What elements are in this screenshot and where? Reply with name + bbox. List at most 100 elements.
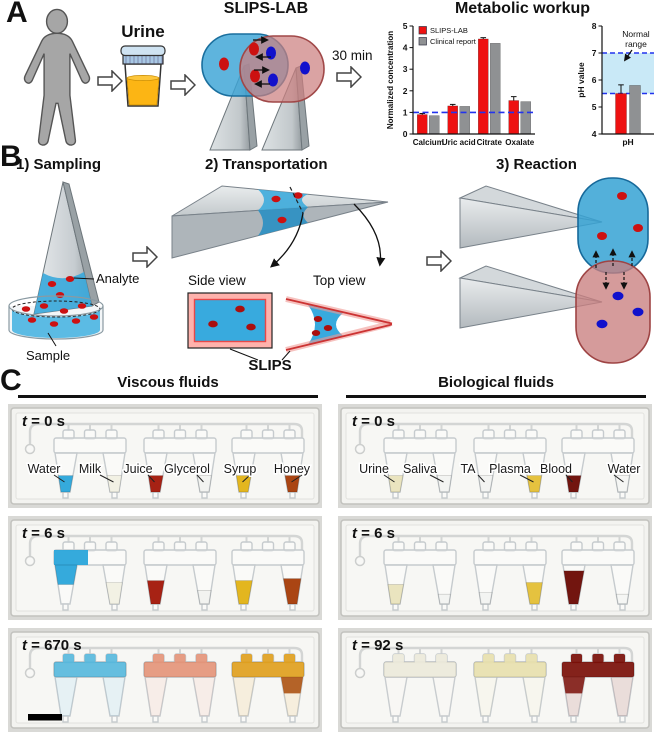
mixed-fluid-bump xyxy=(284,654,295,663)
y-tick-label: 1 xyxy=(403,107,408,117)
mixed-fluid-bump xyxy=(414,654,426,663)
arrow-shape xyxy=(426,250,452,272)
bar xyxy=(429,115,440,135)
mixed-fluid-bump xyxy=(196,654,207,663)
cup-lid xyxy=(120,45,166,65)
transportation-schematic: Side view Top view SLIPS xyxy=(171,185,393,374)
reservoir-cone xyxy=(432,564,456,605)
top-view-arrow xyxy=(353,203,386,267)
reservoir-stem xyxy=(111,491,118,499)
spilled-fluid xyxy=(54,550,88,565)
fluid-streak xyxy=(563,677,585,694)
arrow-right-icon xyxy=(170,74,196,96)
workup-title: Metabolic workup xyxy=(454,0,591,17)
sample-dots xyxy=(21,303,99,327)
photo-biological-t0: Urine Saliva TA Plasma Blood Water t = 0 s xyxy=(338,404,652,508)
bar xyxy=(478,38,489,135)
reaction-chamber xyxy=(473,437,547,454)
fluid-residue xyxy=(523,677,545,716)
reservoir-stem xyxy=(201,603,208,611)
fluid-urine xyxy=(387,584,404,605)
biological-column-title: Biological fluids xyxy=(438,374,554,391)
step-2-title: 2) Transportation xyxy=(205,156,328,173)
mixed-fluid xyxy=(143,661,217,678)
fluid-plasma xyxy=(525,582,543,605)
inlet-port xyxy=(354,667,366,679)
sample-leader-line xyxy=(47,332,57,347)
y-axis-label: pH value xyxy=(576,62,586,98)
fluid-leader-line xyxy=(196,474,204,483)
fluid-water xyxy=(615,593,629,605)
urine-cup xyxy=(120,45,166,107)
arrow-right-icon xyxy=(132,246,158,268)
reservoir-stem xyxy=(619,715,626,723)
reservoir-stem xyxy=(570,491,577,499)
panel-c-label: C xyxy=(0,364,22,397)
reservoir-stem xyxy=(570,603,577,611)
arrow-shape xyxy=(336,66,362,88)
fluid-name-label: Plasma xyxy=(489,462,531,476)
legend-label: Clinical report xyxy=(430,37,477,46)
reservoir-cone xyxy=(192,564,216,605)
side-view-arrow xyxy=(270,212,304,268)
fluid-leader-line xyxy=(429,474,444,483)
slips-leader-line xyxy=(229,348,259,361)
fluid-name-label: Juice xyxy=(123,462,152,476)
fluid-streak xyxy=(281,677,303,694)
reaction-chamber xyxy=(383,437,457,454)
reservoir-cone xyxy=(474,564,498,605)
top-view-diagram xyxy=(285,296,393,353)
x-tick-label: pH xyxy=(622,137,633,147)
scale-bar xyxy=(28,714,62,721)
reservoir-stem xyxy=(240,491,247,499)
fluid-residue xyxy=(475,677,497,716)
reservoir-stem xyxy=(62,715,69,723)
y-tick-label: 6 xyxy=(592,75,597,85)
silhouette-head xyxy=(45,8,69,35)
photo-viscous-t670: t = 670 s xyxy=(8,628,322,732)
reaction-chamber xyxy=(143,549,217,566)
mixed-fluid xyxy=(473,661,547,678)
reservoir-stem xyxy=(111,715,118,723)
fluid-name-label: Urine xyxy=(359,462,389,476)
fluid-water xyxy=(58,475,74,493)
mixed-fluid-bump xyxy=(504,654,516,663)
sampling-schematic: Analyte Sample xyxy=(8,181,139,363)
arrow-right-icon xyxy=(97,70,123,92)
bar xyxy=(520,101,531,135)
inlet-port xyxy=(24,443,36,455)
arrow-shape xyxy=(132,246,158,268)
mixed-fluid-bump xyxy=(526,654,537,663)
mixed-fluid xyxy=(231,661,305,678)
reservoir-cone xyxy=(610,452,634,493)
sample-label: Sample xyxy=(26,348,70,363)
reservoir-stem xyxy=(240,603,247,611)
mixed-fluid-bump xyxy=(571,654,582,663)
supply-channel xyxy=(358,534,634,558)
y-tick-label: 4 xyxy=(592,129,597,139)
bar xyxy=(417,114,428,135)
fluid-residue xyxy=(193,677,215,716)
fluid-milk xyxy=(105,582,123,605)
slips-label: SLIPS xyxy=(248,357,291,374)
reservoir-stem xyxy=(392,491,399,499)
reaction-chamber xyxy=(231,549,305,566)
incubation-time-label: 30 min xyxy=(332,48,373,63)
fluid-residue xyxy=(433,677,455,716)
reservoir-stem xyxy=(531,491,538,499)
fluid-name-label: Saliva xyxy=(403,462,437,476)
supply-channel xyxy=(28,646,304,670)
bar xyxy=(615,93,627,135)
inlet-port xyxy=(354,443,366,455)
slips-leader-line-2 xyxy=(281,350,291,361)
reservoir-stem xyxy=(619,603,626,611)
top-view-label: Top view xyxy=(313,273,366,288)
reservoir-stem xyxy=(62,603,69,611)
fluid-ta xyxy=(478,591,493,605)
fluid-milk xyxy=(106,475,122,493)
reaction-wedge-top xyxy=(458,185,603,249)
fluid-syrup xyxy=(234,580,253,605)
reservoir-stem xyxy=(201,491,208,499)
lid-top xyxy=(120,45,166,57)
